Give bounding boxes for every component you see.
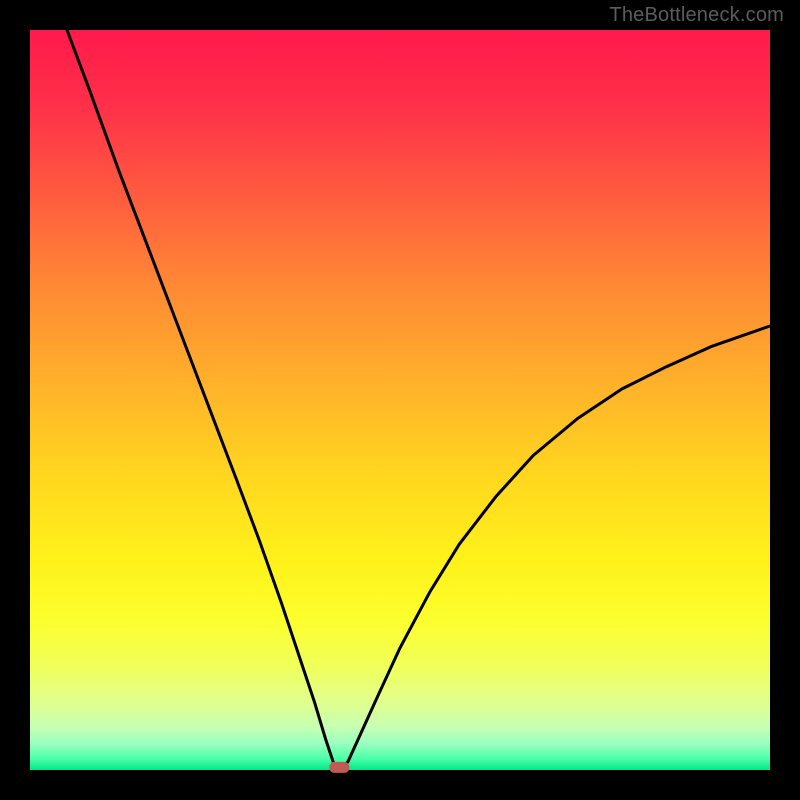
bottleneck-chart bbox=[0, 0, 800, 800]
chart-container: TheBottleneck.com bbox=[0, 0, 800, 800]
plot-background bbox=[30, 30, 770, 770]
watermark-text: TheBottleneck.com bbox=[609, 4, 784, 27]
apex-marker bbox=[329, 762, 349, 773]
